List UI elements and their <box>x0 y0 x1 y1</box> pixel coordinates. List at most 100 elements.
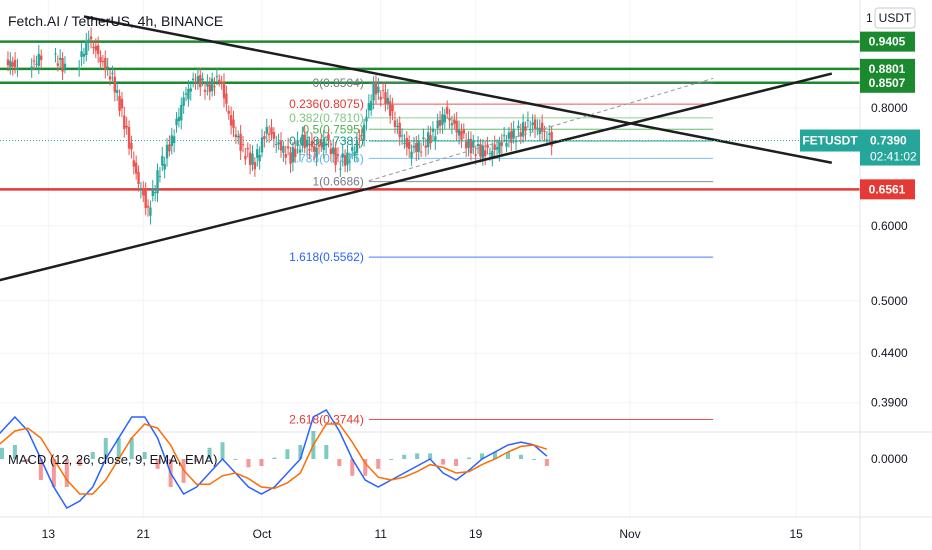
candle-body <box>408 141 411 149</box>
candle-body <box>222 82 226 99</box>
macd-histogram-bar <box>480 453 485 459</box>
candle-body <box>248 152 252 166</box>
fib-level-label: 0.236(0.8075) <box>289 97 364 111</box>
time-tick-label: Nov <box>619 527 640 541</box>
macd-histogram-bar <box>129 438 134 459</box>
candle-body <box>89 36 93 40</box>
candle-body <box>405 138 409 148</box>
candle-body <box>455 120 458 133</box>
candle-body <box>172 136 176 144</box>
candle-body <box>149 207 152 216</box>
price-tick-label: 0.6000 <box>871 219 908 233</box>
candle-body <box>507 132 511 139</box>
macd-histogram-bar <box>363 459 368 476</box>
candle-body <box>339 168 342 170</box>
symbol-badge <box>800 129 860 152</box>
candle-body <box>481 145 484 159</box>
candle-body <box>187 88 190 100</box>
fibonacci-retracement[interactable]: 0(0.8504) 0.236(0.8075)0.382(0.7810)0.5(0… <box>289 76 714 427</box>
candle-body <box>58 57 62 60</box>
candle-body <box>153 192 157 194</box>
candle-body <box>424 145 428 148</box>
candle-body <box>448 117 451 121</box>
candle-body <box>125 125 128 128</box>
symbol-badge-label: FETUSDT <box>802 134 858 148</box>
candle-body <box>493 144 496 151</box>
candle-body <box>146 205 150 208</box>
candle-body <box>370 100 373 111</box>
macd-histogram-bar <box>467 457 472 459</box>
macd-histogram-bar <box>194 459 199 462</box>
candle-body <box>526 119 530 121</box>
candle-body <box>538 127 541 135</box>
candle-body <box>396 126 399 128</box>
candle-body <box>453 119 456 124</box>
candle-body <box>196 76 200 82</box>
candle-body <box>500 142 503 146</box>
candle-body <box>123 115 126 130</box>
candle-body <box>227 110 230 114</box>
candle-body <box>127 127 131 149</box>
candle-body <box>251 153 254 165</box>
macd-histogram-bar <box>38 459 43 480</box>
macd-histogram-bar <box>259 459 264 466</box>
candle-body <box>246 147 249 150</box>
candle-body <box>234 134 238 138</box>
candle-body <box>531 122 534 126</box>
candle-body <box>443 114 447 123</box>
candle-countdown: 02:41:02 <box>870 150 917 164</box>
candle-body <box>298 149 302 153</box>
candle-body <box>334 148 337 165</box>
candle-body <box>263 136 266 140</box>
support-badge <box>860 179 915 200</box>
candle-body <box>275 144 278 146</box>
price-tick-label: 0.3900 <box>871 396 908 410</box>
macd-histogram-bar <box>116 438 121 459</box>
candle-body <box>524 126 527 131</box>
candle-body <box>479 144 482 157</box>
candle-body <box>438 119 442 126</box>
candle-body <box>256 149 259 158</box>
candle-body <box>189 88 192 92</box>
candle-body <box>315 147 318 158</box>
candle-body <box>332 147 335 154</box>
candle-body <box>543 130 546 132</box>
candle-body <box>267 133 271 136</box>
candle-body <box>445 107 449 114</box>
candle-body <box>111 72 114 74</box>
macd-histogram-bar <box>415 453 420 459</box>
currency-badge[interactable]: USDT <box>874 7 916 29</box>
candle-body <box>381 89 385 91</box>
candle-body <box>488 153 492 155</box>
macd-histogram-bar <box>25 459 30 462</box>
time-axis[interactable]: 13 21 Oct 11 19 Nov 15 <box>0 516 932 541</box>
candle-body <box>144 189 147 209</box>
macd-histogram-bar <box>518 454 523 459</box>
macd-histogram-bar <box>402 454 407 459</box>
candle-body <box>498 142 501 154</box>
candle-body <box>514 141 518 143</box>
candle-body <box>367 103 371 111</box>
resistance-badge <box>860 31 915 52</box>
candle-body <box>434 136 437 142</box>
candle-body <box>305 139 309 147</box>
candle-body <box>87 39 90 42</box>
candle-body <box>322 138 325 150</box>
candle-body <box>289 152 292 164</box>
candle-body <box>61 58 64 72</box>
candle-body <box>313 146 316 152</box>
candle-body <box>291 147 295 163</box>
resistance-badge-label: 0.9405 <box>869 35 906 49</box>
macd-histogram-bar <box>207 447 212 459</box>
macd-histogram-bar <box>389 459 394 460</box>
candle-body <box>168 144 171 152</box>
candle-body <box>134 162 138 174</box>
fib-level-label: 0.5(0.7595) <box>302 122 363 136</box>
trendlines[interactable] <box>0 15 833 288</box>
candle-body <box>343 155 347 166</box>
candle-body <box>130 142 133 150</box>
candle-body <box>379 96 382 100</box>
candle-body <box>286 146 290 149</box>
candle-body <box>6 59 10 66</box>
